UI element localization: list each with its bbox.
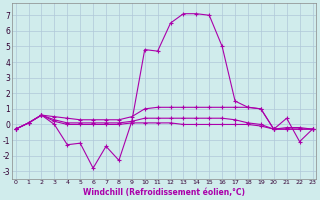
X-axis label: Windchill (Refroidissement éolien,°C): Windchill (Refroidissement éolien,°C) <box>83 188 245 197</box>
